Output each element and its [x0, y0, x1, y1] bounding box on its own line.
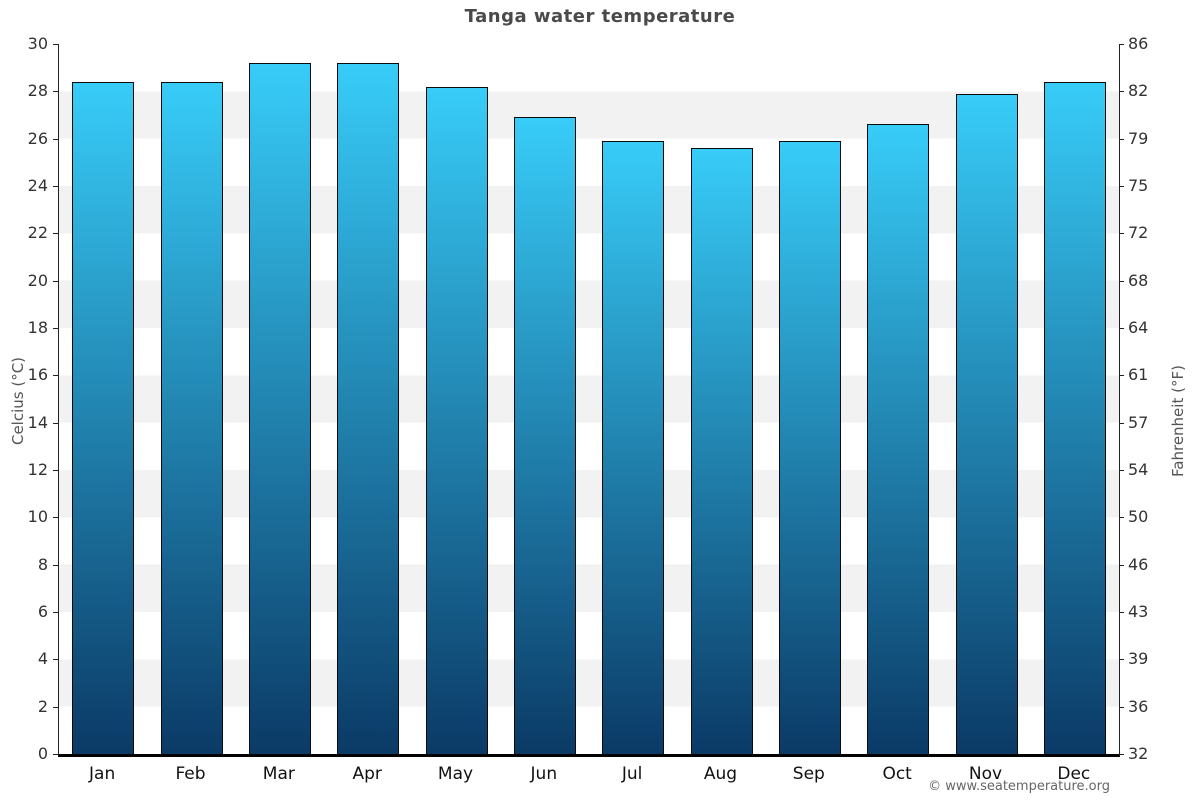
bar-nov [955, 93, 1018, 754]
celsius-tick-label: 16 [27, 365, 48, 385]
month-label-jan: Jan [89, 764, 116, 784]
fahrenheit-tick-label: 79 [1128, 128, 1149, 148]
fahrenheit-tick-mark [1119, 659, 1124, 661]
bar-aug [690, 148, 753, 754]
month-label-dec: Dec [1057, 764, 1091, 784]
fahrenheit-tick-label: 46 [1128, 554, 1149, 574]
celsius-tick-mark [53, 517, 58, 519]
bar-jun [513, 117, 576, 754]
bar-jan [72, 81, 135, 754]
celsius-tick-mark [53, 375, 58, 377]
celsius-tick-label: 12 [27, 460, 48, 479]
celsius-tick-label: 20 [27, 270, 48, 290]
celsius-tick-mark [53, 470, 58, 471]
month-label-oct: Oct [882, 764, 912, 784]
fahrenheit-tick-mark [1119, 517, 1124, 519]
celsius-tick-mark [53, 138, 58, 140]
month-label-jul: Jul [621, 764, 643, 784]
plot-area [58, 44, 1120, 757]
celsius-tick-label: 4 [37, 649, 48, 669]
fahrenheit-tick-mark [1119, 754, 1124, 755]
celsius-tick-label: 14 [27, 412, 48, 432]
fahrenheit-tick-label: 36 [1128, 696, 1149, 716]
celsius-tick-label: 2 [37, 696, 48, 716]
fahrenheit-tick-mark [1119, 470, 1124, 471]
bar-jul [602, 141, 665, 754]
celsius-tick-mark [53, 186, 58, 187]
celsius-tick-mark [53, 754, 58, 755]
chart-title: Tanga water temperature [464, 6, 736, 27]
month-label-mar: Mar [262, 764, 295, 784]
celsius-tick-mark [53, 706, 58, 708]
fahrenheit-tick-label: 75 [1128, 176, 1149, 195]
bar-oct [867, 124, 930, 754]
bar-dec [1043, 81, 1106, 754]
celsius-tick-mark [53, 233, 58, 235]
fahrenheit-tick-label: 86 [1128, 34, 1149, 53]
celsius-tick-mark [53, 44, 58, 45]
fahrenheit-tick-label: 43 [1128, 602, 1149, 621]
fahrenheit-tick-label: 39 [1128, 649, 1149, 669]
fahrenheit-tick-label: 82 [1128, 81, 1149, 101]
bar-may [425, 86, 488, 754]
fahrenheit-tick-mark [1119, 612, 1124, 613]
bar-apr [337, 62, 400, 754]
celsius-tick-label: 24 [27, 176, 48, 195]
month-label-may: May [437, 764, 474, 784]
bar-feb [160, 81, 223, 754]
copyright-link[interactable]: © www.seatemperature.org [928, 779, 1110, 794]
celsius-tick-label: 26 [27, 128, 48, 148]
fahrenheit-tick-mark [1119, 422, 1124, 424]
fahrenheit-tick-mark [1119, 138, 1124, 140]
celsius-tick-label: 6 [37, 602, 48, 621]
fahrenheit-tick-mark [1119, 280, 1124, 282]
celsius-tick-mark [53, 564, 58, 566]
month-label-sep: Sep [792, 764, 825, 784]
month-label-apr: Apr [352, 764, 382, 784]
fahrenheit-tick-mark [1119, 233, 1124, 235]
month-label-jun: Jun [530, 764, 558, 784]
fahrenheit-tick-mark [1119, 328, 1124, 329]
celsius-tick-label: 22 [27, 223, 48, 243]
celsius-tick-mark [53, 422, 58, 424]
fahrenheit-tick-mark [1119, 91, 1124, 93]
celsius-tick-label: 8 [37, 554, 48, 574]
celsius-tick-mark [53, 612, 58, 613]
fahrenheit-tick-mark [1119, 375, 1124, 377]
celsius-tick-label: 18 [27, 318, 48, 337]
celsius-tick-label: 28 [27, 81, 48, 101]
celsius-tick-label: 10 [27, 507, 48, 527]
celsius-tick-mark [53, 659, 58, 661]
fahrenheit-tick-label: 72 [1128, 223, 1149, 243]
fahrenheit-tick-label: 54 [1128, 460, 1149, 479]
fahrenheit-tick-label: 57 [1128, 412, 1149, 432]
celsius-tick-mark [53, 328, 58, 329]
month-label-feb: Feb [175, 764, 206, 784]
month-label-nov: Nov [968, 764, 1003, 784]
fahrenheit-tick-mark [1119, 186, 1124, 187]
fahrenheit-tick-mark [1119, 44, 1124, 45]
fahrenheit-tick-mark [1119, 564, 1124, 566]
celsius-tick-label: 0 [37, 744, 48, 763]
bar-sep [778, 141, 841, 754]
celsius-tick-mark [53, 91, 58, 93]
fahrenheit-tick-label: 32 [1128, 744, 1149, 763]
fahrenheit-tick-mark [1119, 706, 1124, 708]
bar-mar [248, 62, 311, 754]
fahrenheit-tick-label: 68 [1128, 270, 1149, 290]
fahrenheit-tick-label: 61 [1128, 365, 1149, 385]
celsius-tick-label: 30 [27, 34, 48, 53]
month-label-aug: Aug [703, 764, 738, 784]
fahrenheit-tick-label: 64 [1128, 318, 1149, 337]
fahrenheit-tick-label: 50 [1128, 507, 1149, 527]
left-axis-title: Celcius (°C) [9, 356, 27, 446]
celsius-tick-mark [53, 280, 58, 282]
